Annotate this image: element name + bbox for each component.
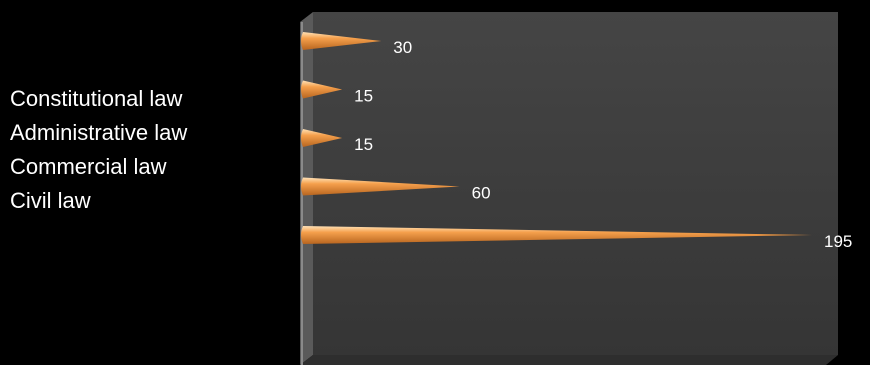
data-label-1: 15 [354, 87, 373, 106]
data-label-4: 195 [824, 232, 852, 251]
bar-3 [301, 177, 460, 196]
legend-item-administrative-law: Administrative law [10, 120, 188, 145]
legend: Constitutional law Administrative law Co… [10, 82, 187, 218]
legend-item-constitutional-law: Constitutional law [10, 86, 183, 111]
bar-2 [301, 129, 343, 147]
plot-back-wall [313, 12, 838, 355]
data-label-0: 30 [393, 38, 412, 57]
legend-item-commercial-law: Commercial law [10, 154, 167, 179]
data-label-2: 15 [354, 135, 373, 154]
legend-item-civil-law: Civil law [10, 188, 91, 213]
bar-1 [301, 80, 343, 99]
data-label-3: 60 [472, 184, 491, 203]
bar-0 [301, 32, 382, 50]
bar-4 [301, 226, 812, 244]
plot-floor [300, 355, 838, 365]
